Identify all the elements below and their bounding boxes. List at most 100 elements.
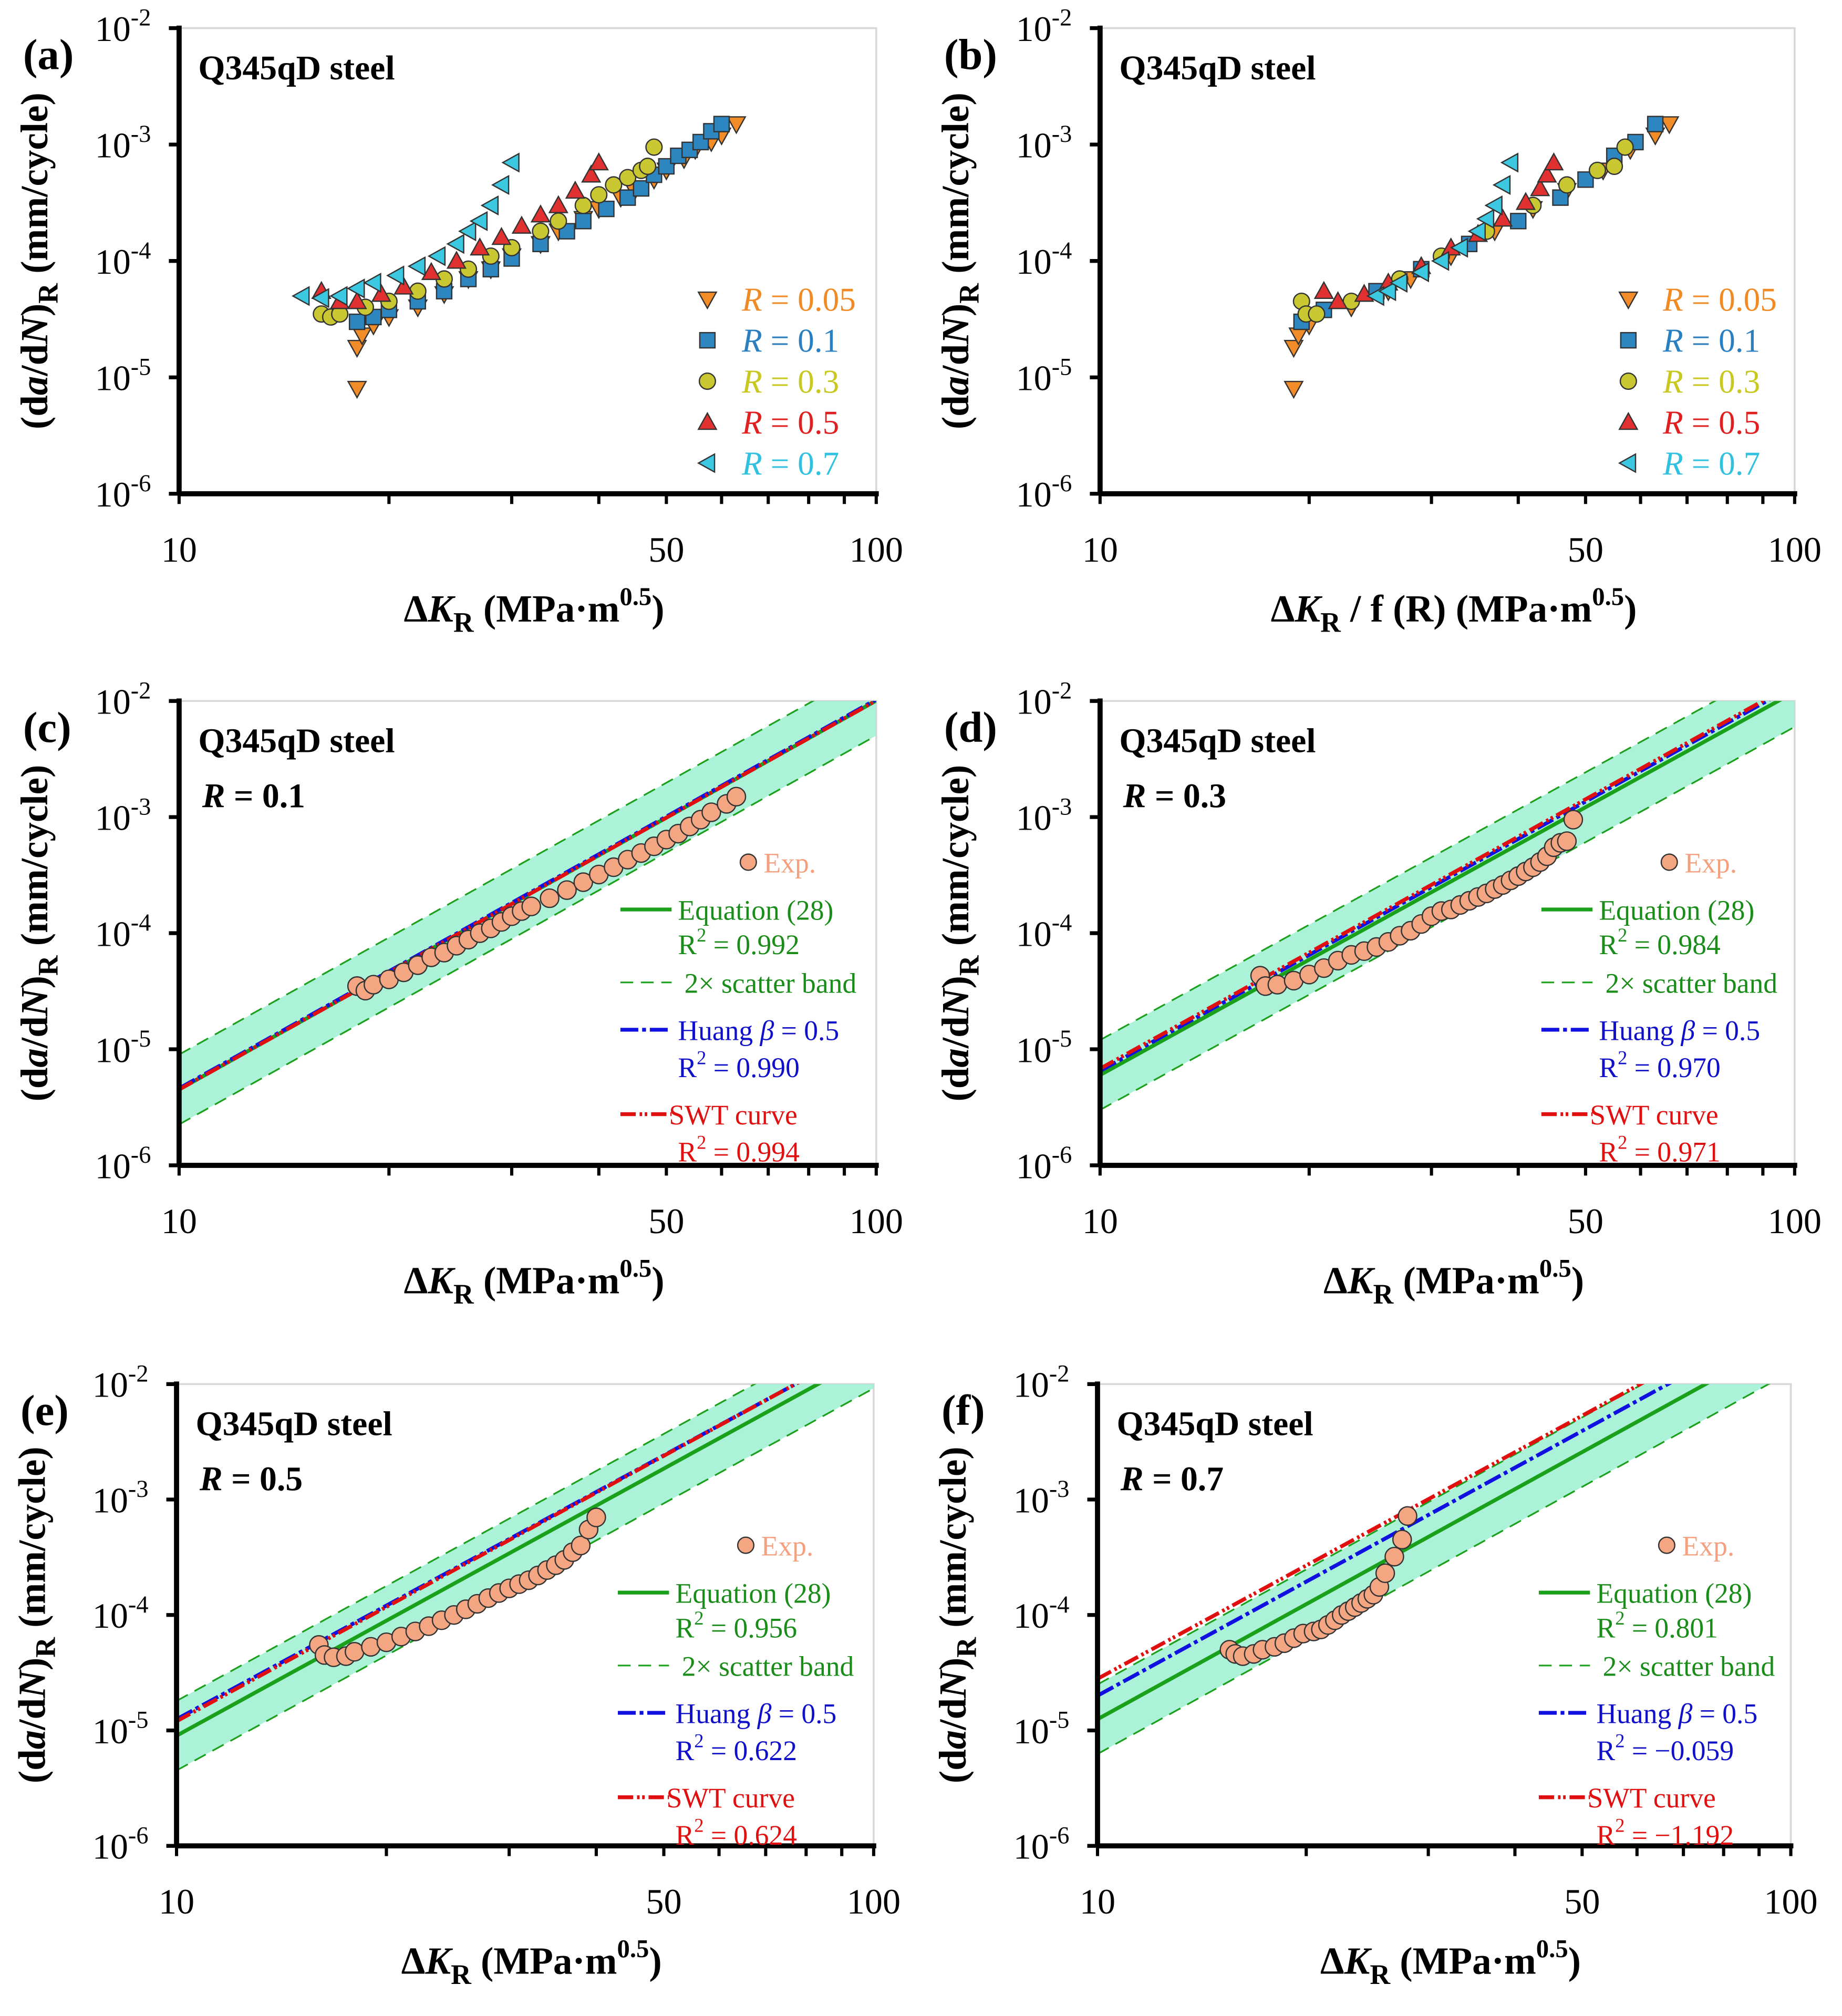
legend-marker-circle [698, 372, 716, 390]
data-point-triangle-up [511, 215, 532, 234]
y-axis-label: (da/dN)R (mm/cycle) [934, 92, 985, 429]
y-label-slash: /d [11, 1698, 53, 1731]
legend-beta: β [1681, 1015, 1695, 1046]
data-point-triangle-up [371, 284, 391, 302]
legend-r2: R2 = 0.956 [676, 1607, 797, 1643]
data-point-triangle-up [1515, 192, 1536, 210]
curve-swt-curve [1100, 701, 1767, 1071]
legend-curve-label: Huang β = 0.5 [676, 1698, 837, 1729]
y-tick-label: 10-3 [1013, 1476, 1070, 1520]
x-tick-label: 50 [648, 530, 684, 570]
legend-r-value: = 0.3 [1683, 363, 1760, 400]
y-label-sub: R [951, 1637, 982, 1658]
y-label-sub: R [954, 283, 985, 304]
y-label-sub: R [33, 955, 64, 976]
data-point-square [619, 189, 636, 206]
y-tick-label: 10-2 [1013, 1360, 1070, 1404]
legend-r2-value: = −0.059 [1624, 1735, 1734, 1766]
legend-r-value: = 0.5 [1683, 404, 1760, 441]
exp-point [1557, 831, 1577, 851]
legend-r2-sup: 2 [1615, 1814, 1624, 1836]
data-point-triangle-left [458, 221, 477, 242]
legend-marker-triangle-down [697, 291, 718, 310]
y-tick-exponent: -2 [131, 5, 151, 32]
x-tick-label: 50 [1568, 1201, 1603, 1241]
x-label-sub: R [1373, 1278, 1394, 1310]
y-tick-label: 10-2 [1016, 677, 1072, 721]
legend-r: R [1662, 282, 1683, 318]
data-point-triangle-left [480, 195, 499, 216]
data-point-square [348, 313, 366, 330]
exp-point [1392, 1529, 1412, 1549]
legend-r: R [1662, 323, 1683, 359]
x-axis-label: ΔKR (MPa·m0.5) [403, 583, 664, 638]
data-point-triangle-up [588, 152, 609, 171]
data-point-triangle-up [421, 262, 441, 280]
y-tick-label: 10-4 [95, 237, 151, 282]
legend-r2-sup: 2 [697, 1047, 706, 1069]
data-point-circle [1588, 161, 1606, 179]
x-tick-label: 10 [1082, 530, 1118, 570]
legend-label: R = 0.05 [741, 282, 856, 318]
data-point-square [575, 213, 592, 230]
legend-label: R = 0.5 [741, 404, 839, 441]
x-label-delta: Δ [1271, 587, 1295, 630]
y-label-n-var: N [13, 987, 56, 1017]
y-label-a: (d [934, 395, 977, 429]
y-tick-exponent: -2 [1052, 677, 1072, 704]
exp-point [1267, 975, 1288, 995]
y-label-a-var: a [13, 1048, 56, 1068]
panel-label: (d) [944, 703, 997, 751]
legend-r2-sup: 2 [694, 1814, 703, 1836]
y-tick-label: 10-3 [92, 1476, 149, 1520]
x-axis-label: ΔKR (MPa·m0.5) [1320, 1935, 1581, 1990]
data-point-triangle-up [470, 237, 490, 256]
x-label-k: K [1347, 1259, 1375, 1301]
data-point-triangle-left [469, 211, 488, 231]
legend-curve-label: Huang β = 0.5 [1599, 1015, 1760, 1046]
y-tick-exponent: -4 [1052, 909, 1072, 936]
legend-r2-r: R [1596, 1819, 1615, 1851]
legend-r: R [1662, 445, 1683, 482]
legend-r2-value: = 0.624 [704, 1819, 797, 1851]
legend-marker-triangle-up [1618, 411, 1639, 430]
data-point-triangle-left [386, 265, 405, 286]
curve-huang-0-5 [1100, 701, 1771, 1073]
y-label-units: (mm/cycle) [934, 765, 977, 956]
legend-r2: R2 = 0.970 [1599, 1047, 1720, 1083]
panel-title: Q345qD steel [196, 1405, 392, 1443]
legend-r-value: = 0.7 [1683, 445, 1760, 482]
x-tick-label: 50 [1564, 1881, 1600, 1921]
data-point-triangle-down [347, 380, 367, 399]
legend-marker-triangle-down [1618, 291, 1639, 310]
legend-r: R [741, 323, 762, 359]
y-tick-label: 10-5 [1016, 354, 1072, 398]
legend-r2-r: R [678, 1136, 697, 1168]
y-label-a: (d [934, 1068, 977, 1102]
legend-r-value: = 0.05 [762, 282, 856, 318]
y-tick-exponent: -2 [128, 1360, 149, 1387]
data-point-triangle-up [347, 291, 367, 309]
data-point-triangle-down [726, 116, 747, 135]
data-point-circle [409, 282, 427, 300]
data-point-triangle-up [565, 180, 585, 199]
y-label-paren: ) [934, 976, 977, 988]
legend-name: Huang [1596, 1698, 1678, 1729]
y-label-slash: /d [934, 344, 977, 377]
panel-label: (a) [23, 30, 74, 78]
data-point-triangle-left [1476, 209, 1495, 229]
plot-content [177, 1384, 874, 1772]
data-point-circle [639, 158, 657, 175]
x-label-k: K [427, 1259, 456, 1301]
data-point-triangle-left [1492, 174, 1511, 195]
curve-equation-28- [1097, 1384, 1710, 1721]
legend-r2-sup: 2 [1615, 1730, 1624, 1752]
y-tick-label: 10-3 [95, 121, 151, 165]
data-point-triangle-left [1411, 262, 1429, 283]
data-point-triangle-up [491, 226, 512, 245]
x-label-sub: R [453, 1278, 474, 1310]
y-label-a: (d [11, 1749, 53, 1783]
r-ratio-label: R = 0.3 [1123, 777, 1226, 815]
